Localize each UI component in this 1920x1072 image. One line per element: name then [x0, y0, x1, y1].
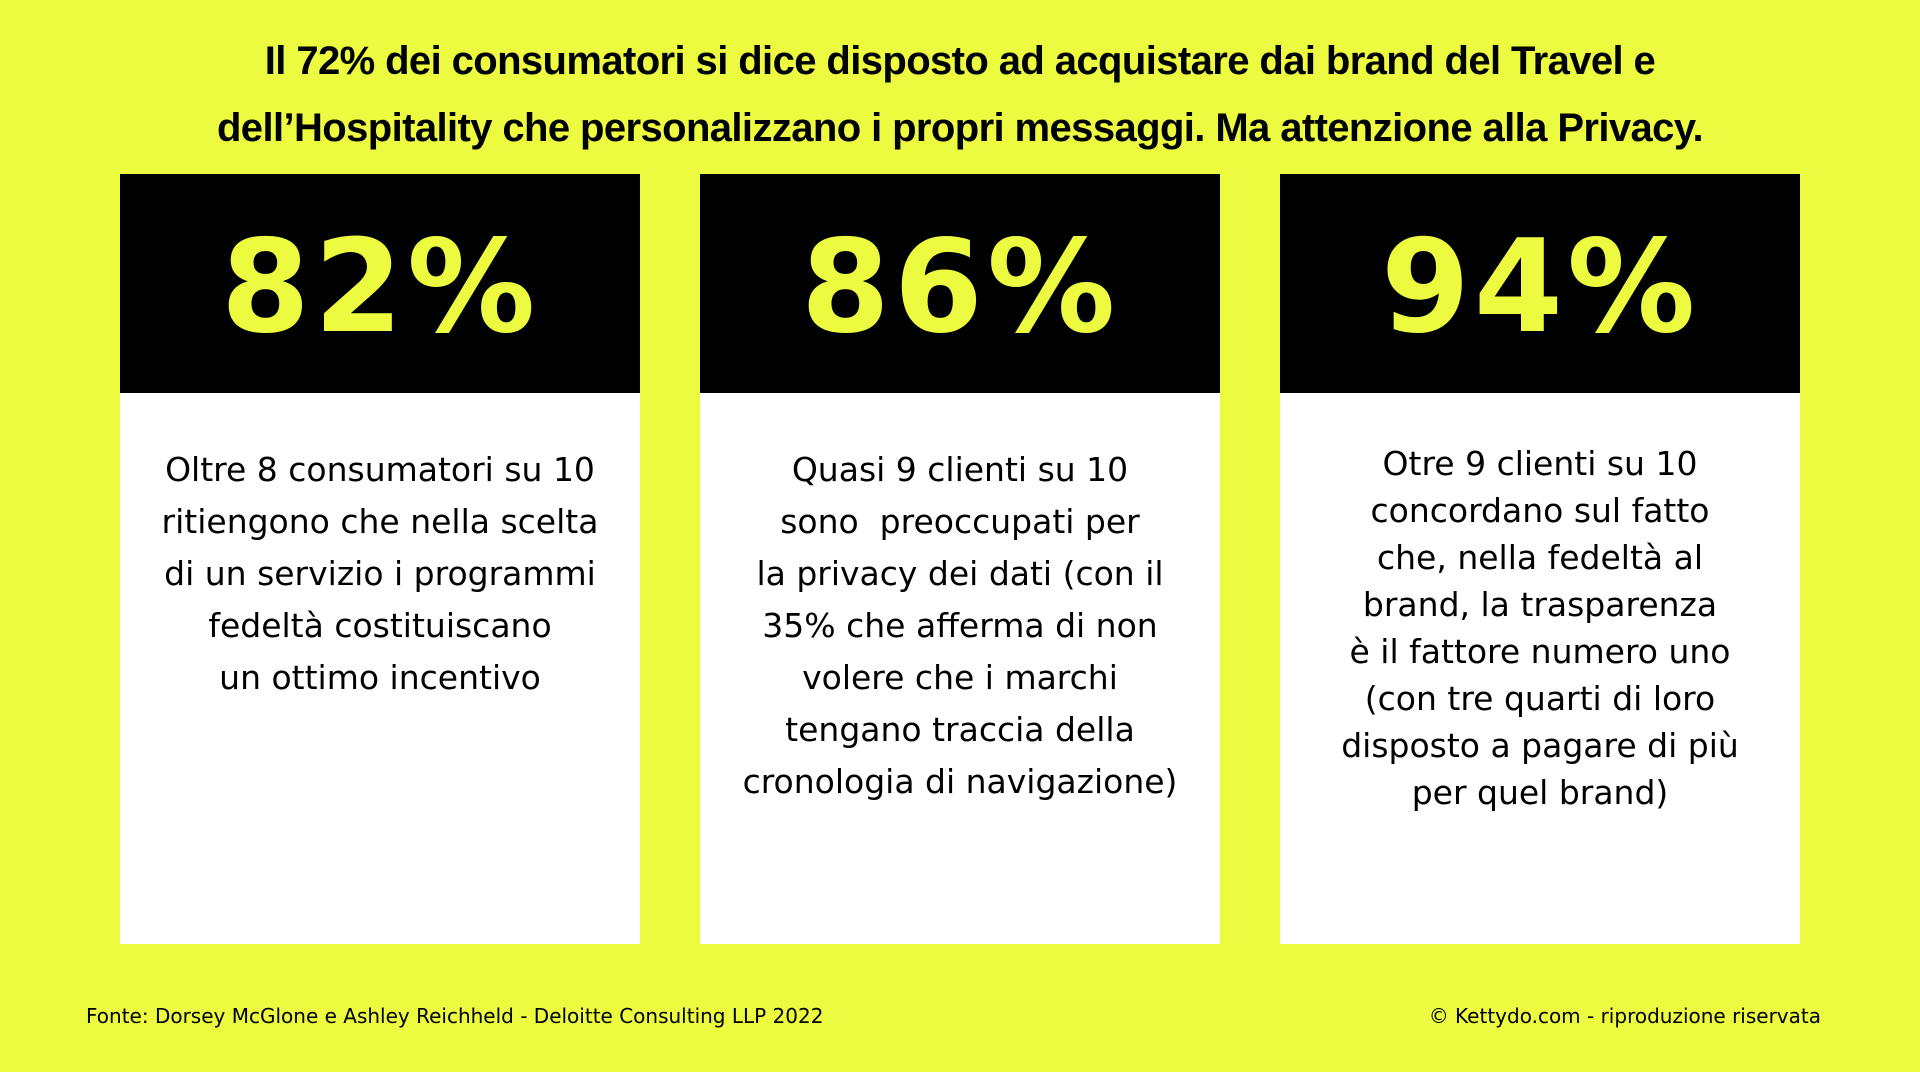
stat-percentage: 94% [1380, 212, 1700, 362]
stat-description-line: disposto a pagare di più [1341, 726, 1739, 765]
stat-percentage: 86% [800, 212, 1120, 362]
title-line-2: dell’Hospitality che personalizzano i pr… [216, 106, 1704, 150]
stat-card-2: 86% Quasi 9 clienti su 10 sono preoccupa… [700, 174, 1220, 944]
stat-description-line: per quel brand) [1411, 773, 1669, 812]
stat-description-line: sono preoccupati per [780, 502, 1140, 541]
stat-card-header: 94% [1280, 174, 1800, 393]
stat-description-line: cronologia di navigazione) [742, 762, 1178, 801]
copyright-notice: © Kettydo.com - riproduzione riservata [1428, 1004, 1821, 1028]
stat-description: Otre 9 clienti su 10 concordano sul fatt… [1300, 440, 1780, 816]
stat-description-line: Otre 9 clienti su 10 [1382, 444, 1698, 483]
source-footnote: Fonte: Dorsey McGlone e Ashley Reichheld… [86, 1004, 824, 1028]
stat-description: Oltre 8 consumatori su 10 ritiengono che… [140, 444, 620, 704]
stat-description-line: fedeltà costituiscano [208, 606, 552, 645]
stat-description-line: di un servizio i programmi [164, 554, 596, 593]
stat-description-line: 35% che afferma di non [762, 606, 1158, 645]
stat-description-line: volere che i marchi [802, 658, 1118, 697]
stat-description-line: (con tre quarti di loro [1364, 679, 1716, 718]
stat-card-header: 82% [120, 174, 640, 393]
stat-card-header: 86% [700, 174, 1220, 393]
stat-description-line: un ottimo incentivo [219, 658, 541, 697]
stat-card-3: 94% Otre 9 clienti su 10 concordano sul … [1280, 174, 1800, 944]
stat-description-line: brand, la trasparenza [1362, 585, 1718, 624]
stat-description-line: ritiengono che nella scelta [161, 502, 599, 541]
stat-description-line: Quasi 9 clienti su 10 [791, 450, 1129, 489]
title-line-1: Il 72% dei consumatori si dice disposto … [264, 39, 1656, 83]
stat-card-1: 82% Oltre 8 consumatori su 10 ritiengono… [120, 174, 640, 944]
stat-description-line: tengano traccia della [785, 710, 1135, 749]
stat-description-line: che, nella fedeltà al [1377, 538, 1703, 577]
stat-description: Quasi 9 clienti su 10 sono preoccupati p… [720, 444, 1200, 808]
page-title: Il 72% dei consumatori si dice disposto … [60, 28, 1860, 162]
stat-description-line: Oltre 8 consumatori su 10 [165, 450, 595, 489]
stat-description-line: concordano sul fatto [1370, 491, 1710, 530]
stat-percentage: 82% [220, 212, 540, 362]
stat-description-line: è il fattore numero uno [1349, 632, 1731, 671]
stat-description-line: la privacy dei dati (con il [756, 554, 1164, 593]
